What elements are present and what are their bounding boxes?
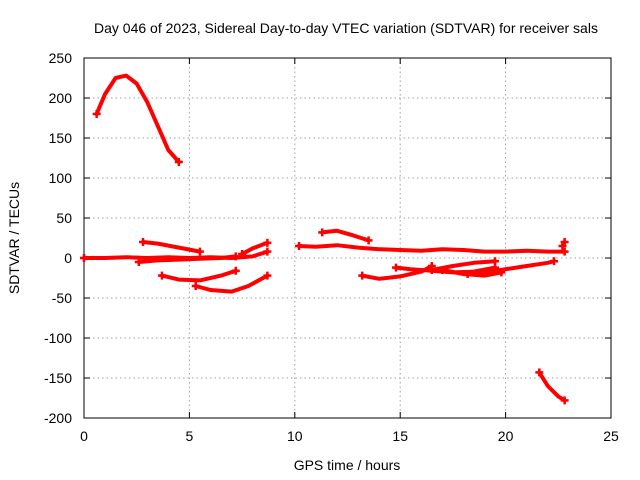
y-tick-label: -100 — [44, 330, 72, 346]
series-line-arc-9 — [320, 228, 371, 243]
series-start-marker — [391, 263, 400, 272]
x-tick-label: 15 — [392, 428, 408, 444]
series-end-marker — [560, 247, 569, 256]
series-line-arc-3 — [141, 240, 202, 254]
series-start-marker — [238, 250, 247, 258]
series-start-marker — [427, 266, 436, 274]
series-layer — [80, 73, 569, 405]
y-tick-label: 250 — [49, 50, 73, 66]
series-end-marker — [560, 238, 569, 246]
series-line-arc-6 — [193, 273, 270, 294]
x-tick-label: 0 — [80, 428, 88, 444]
plot-frame — [83, 57, 612, 419]
y-tick-label: 100 — [49, 170, 73, 186]
series-end-marker — [263, 247, 272, 256]
y-tick-label: 150 — [49, 130, 73, 146]
series-end-marker — [263, 271, 272, 280]
series-line-arc-8 — [297, 243, 567, 254]
series-start-marker — [157, 271, 166, 280]
series-line-arc-15 — [537, 370, 567, 403]
grid-layer — [84, 58, 611, 418]
series-end-marker — [491, 257, 500, 266]
y-tick-label: 200 — [49, 90, 73, 106]
series-start-marker — [358, 271, 367, 280]
series-start-marker — [80, 254, 88, 262]
series-end-marker — [550, 257, 559, 266]
series-line-arc-7 — [240, 240, 270, 256]
y-tick-label: -50 — [52, 290, 72, 306]
series-line-arc-5 — [160, 268, 238, 283]
x-axis-label: GPS time / hours — [294, 457, 401, 473]
series-line-arc-13 — [465, 259, 557, 276]
y-tick-label: -200 — [44, 410, 72, 426]
series-start-marker — [535, 368, 544, 377]
x-tick-label: 10 — [287, 428, 303, 444]
chart-title: Day 046 of 2023, Sidereal Day-to-day VTE… — [94, 20, 598, 36]
series-start-marker — [139, 238, 148, 246]
series-end-marker — [174, 158, 183, 166]
x-tick-label: 20 — [498, 428, 514, 444]
ticks-layer: 0 5 10 15 20 25 -200 -150 -100 -50 0 50 100 150 200 250 — [44, 50, 619, 444]
series-end-marker — [231, 252, 240, 261]
series-start-marker — [318, 228, 327, 237]
series-line-arc-14 — [429, 259, 498, 272]
y-axis-label: SDTVAR / TECUs — [6, 182, 22, 294]
series-start-marker — [92, 110, 101, 118]
series-end-marker — [560, 396, 569, 405]
series-start-marker — [134, 258, 143, 266]
series-line-arc-4 — [136, 254, 238, 264]
series-end-marker — [263, 238, 272, 247]
series-start-marker — [295, 242, 304, 250]
y-tick-label: 50 — [56, 210, 72, 226]
x-tick-label: 25 — [603, 428, 619, 444]
x-tick-label: 5 — [186, 428, 194, 444]
series-start-marker — [463, 270, 472, 278]
series-end-marker — [231, 266, 240, 275]
series-end-marker — [195, 247, 204, 256]
y-tick-label: -150 — [44, 370, 72, 386]
series-start-marker — [191, 282, 200, 290]
y-tick-label: 0 — [64, 250, 72, 266]
series-line-arc-1 — [94, 73, 181, 164]
series-end-marker — [364, 236, 373, 245]
